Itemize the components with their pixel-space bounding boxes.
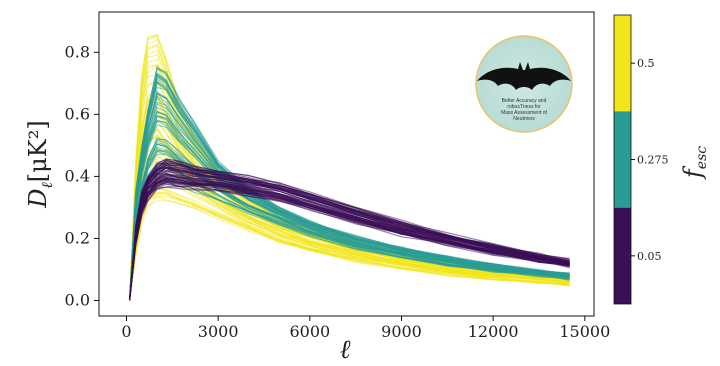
logo-text-line: Neutrinos bbox=[513, 116, 535, 122]
y-axis-label-main: D bbox=[24, 188, 52, 208]
curves-group bbox=[129, 34, 570, 301]
colorbar-band bbox=[614, 111, 631, 208]
colorbar-label-sub: esc bbox=[694, 146, 710, 169]
x-axis-ticks: 0 3000 6000 9000 12000 15000 bbox=[121, 316, 610, 341]
y-tick-label: 0.2 bbox=[65, 228, 90, 247]
x-axis-label: ℓ bbox=[340, 335, 351, 365]
svg-text:fesc: fesc bbox=[679, 146, 710, 180]
curve-fesc-0.05 bbox=[129, 173, 570, 301]
y-axis-label: Dℓ[μK²] bbox=[24, 120, 56, 208]
logo-text-line: Mass Assessment of bbox=[501, 110, 547, 116]
curve-fesc-0.05 bbox=[129, 179, 570, 301]
colorbar-tick-label: 0.05 bbox=[637, 250, 662, 263]
curve-fesc-0.05 bbox=[129, 181, 570, 301]
colorbar-tick-label: 0.275 bbox=[637, 154, 669, 167]
y-axis-label-sub: ℓ bbox=[38, 182, 56, 188]
x-tick-label: 9000 bbox=[381, 322, 422, 341]
colorbar: 0.5 0.275 0.05 bbox=[613, 14, 669, 305]
colorbar-band bbox=[614, 207, 631, 304]
curve-fesc-0.05 bbox=[129, 186, 570, 301]
x-tick-label: 12000 bbox=[468, 322, 519, 341]
colorbar-band bbox=[614, 15, 631, 112]
colorbar-tick-label: 0.5 bbox=[637, 57, 655, 70]
curve-fesc-0.275 bbox=[129, 141, 570, 301]
plot-frame bbox=[98, 11, 595, 317]
x-tick-label: 0 bbox=[121, 322, 131, 341]
curve-fesc-0.05 bbox=[129, 164, 570, 301]
y-tick-label: 0.0 bbox=[65, 290, 90, 309]
x-tick-label: 6000 bbox=[289, 322, 330, 341]
colorbar-label: fesc bbox=[679, 146, 710, 180]
logo-text-line: Better Accuracy and bbox=[502, 98, 547, 104]
y-tick-label: 0.6 bbox=[65, 104, 90, 123]
x-tick-label: 3000 bbox=[198, 322, 239, 341]
svg-text:Dℓ[μK²]: Dℓ[μK²] bbox=[24, 120, 56, 208]
y-tick-label: 0.4 bbox=[65, 166, 90, 185]
y-tick-label: 0.8 bbox=[65, 42, 90, 61]
y-axis-ticks: 0.0 0.2 0.4 0.6 0.8 bbox=[65, 42, 99, 309]
logo-text-line: robusTness for bbox=[507, 104, 541, 110]
y-axis-label-units: [μK²] bbox=[24, 120, 52, 182]
colorbar-frame bbox=[613, 14, 632, 305]
x-tick-label: 15000 bbox=[559, 322, 610, 341]
curve-fesc-0.05 bbox=[129, 177, 570, 301]
bat-icon bbox=[477, 62, 571, 90]
